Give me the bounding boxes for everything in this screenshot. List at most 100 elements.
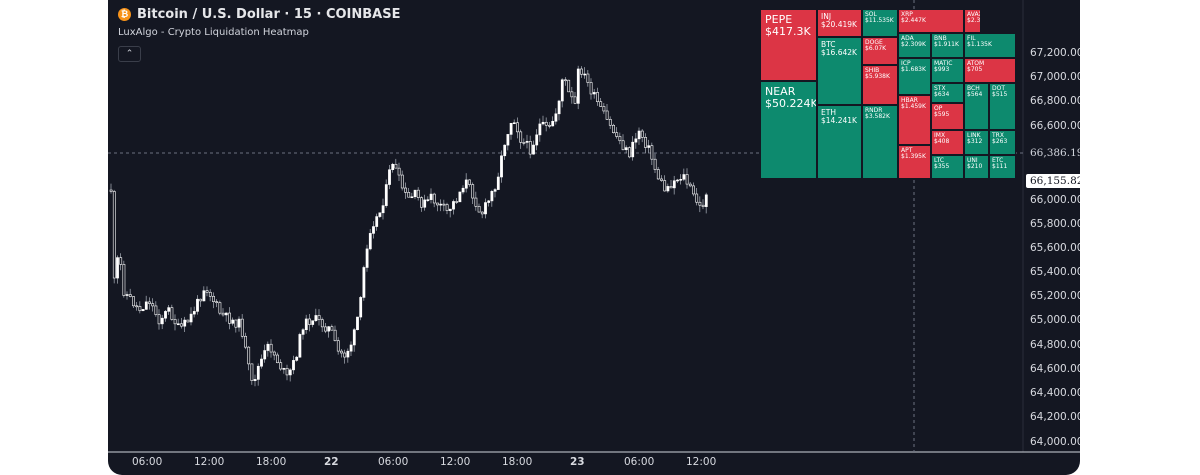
candle-body: [557, 100, 561, 115]
time-axis-label: 12:00: [194, 456, 225, 468]
candle-body: [192, 311, 196, 315]
candle-body: [240, 318, 244, 337]
candle-body: [704, 194, 708, 207]
candle-body: [324, 326, 327, 332]
candle-body: [231, 319, 235, 324]
heatmap-tile-symbol: DOGE: [865, 39, 883, 46]
crosshair-price-label: 66,386.19: [1026, 146, 1080, 160]
heatmap-tile-symbol: LTC: [934, 157, 945, 164]
price-axis-label: 66,000.00: [1030, 194, 1080, 206]
candle-body: [685, 174, 689, 185]
price-axis-label: 65,800.00: [1030, 218, 1080, 230]
heatmap-tile-stx: STX $634: [931, 83, 964, 103]
candle-body: [285, 368, 289, 376]
candle-body: [365, 248, 369, 268]
candle-body: [298, 334, 302, 358]
time-axis-label: 22: [324, 456, 339, 468]
heatmap-tile-doge: DOGE $6.07K: [862, 37, 898, 65]
heatmap-tile-symbol: LINK: [967, 132, 981, 139]
candle-body: [288, 369, 292, 376]
candle-body: [119, 257, 123, 265]
candle-body: [356, 316, 359, 331]
heatmap-tile-value: $595: [934, 111, 950, 119]
chart-frame: ₿ Bitcoin / U.S. Dollar · 15 · COINBASE …: [108, 0, 1080, 475]
candle-body: [327, 326, 331, 332]
candle-body: [554, 113, 558, 122]
heatmap-tile-symbol: APT: [901, 147, 913, 154]
heatmap-tile-symbol: XRP: [901, 11, 913, 18]
symbol-title[interactable]: ₿ Bitcoin / U.S. Dollar · 15 · COINBASE: [118, 7, 400, 22]
candle-body: [141, 309, 145, 312]
candle-body: [445, 204, 449, 211]
candle-body: [528, 141, 532, 155]
price-axis-label: 67,000.00: [1030, 71, 1080, 83]
price-axis-label: 65,600.00: [1030, 242, 1080, 254]
candle-body: [519, 131, 523, 143]
candle-body: [452, 201, 455, 210]
candle-body: [567, 79, 571, 93]
heatmap-tile-trx: TRX $263: [989, 130, 1016, 155]
candle-body: [228, 312, 231, 324]
heatmap-tile-value: $16.642K: [821, 47, 857, 57]
candle-body: [592, 92, 596, 95]
price-chart[interactable]: [108, 0, 1080, 475]
candle-body: [189, 313, 193, 323]
candle-body: [407, 192, 411, 198]
heatmap-tile-ada: ADA $2.309K: [898, 33, 931, 58]
heatmap-tile-symbol: INJ: [821, 12, 832, 21]
heatmap-tile-symbol: MATIC: [934, 60, 953, 67]
candle-body: [544, 121, 548, 126]
heatmap-tile-value: $1.395K: [901, 153, 926, 161]
candle-body: [292, 360, 295, 371]
heatmap-tile-eth: ETH $14.241K: [817, 105, 862, 179]
candle-body: [330, 326, 334, 331]
candle-body: [266, 343, 270, 351]
candle-body: [394, 163, 398, 169]
heatmap-tile-hbar: HBAR $1.459K: [898, 95, 931, 145]
heatmap-tile-value: $417.3K: [765, 24, 811, 38]
candle-body: [660, 178, 663, 181]
candle-body: [109, 189, 113, 192]
candle-body: [308, 318, 311, 325]
candle-body: [317, 315, 321, 320]
candle-body: [471, 184, 475, 199]
candle-body: [461, 187, 465, 193]
heatmap-tile-value: $408: [934, 138, 950, 146]
candle-body: [404, 187, 407, 193]
candle-body: [416, 189, 420, 198]
candle-body: [605, 110, 609, 120]
heatmap-tile-value: $3.582K: [865, 113, 890, 121]
candle-body: [535, 134, 539, 146]
candle-body: [516, 122, 519, 133]
heatmap-tile-inj: INJ $20.419K: [817, 9, 862, 37]
candle-body: [496, 176, 500, 190]
heatmap-tile-atom: ATOM $705: [964, 58, 1016, 83]
candle-body: [167, 307, 171, 312]
candle-body: [487, 200, 491, 203]
candle-body: [538, 123, 542, 136]
heatmap-tile-symbol: STX: [934, 85, 946, 92]
candle-body: [128, 294, 132, 297]
last-price-label: 66,155.82: [1026, 174, 1080, 188]
heatmap-tile-symbol: SHIB: [865, 67, 880, 74]
candle-body: [336, 340, 340, 352]
heatmap-tile-symbol: NEAR: [765, 85, 796, 98]
candle-body: [439, 203, 443, 206]
collapse-indicators-button[interactable]: ⌃: [118, 46, 141, 62]
candle-body: [506, 134, 510, 146]
candle-body: [586, 73, 590, 83]
candle-body: [301, 329, 305, 335]
candle-body: [512, 122, 516, 125]
candle-body: [551, 120, 555, 127]
candle-body: [224, 312, 228, 316]
heatmap-tile-symbol: ATOM: [967, 60, 985, 67]
candle-body: [391, 163, 395, 171]
indicator-title[interactable]: LuxAlgo - Crypto Liquidation Heatmap: [118, 27, 309, 38]
heatmap-tile-symbol: ETC: [992, 157, 1004, 164]
heatmap-tile-value: $705: [967, 66, 983, 74]
candle-body: [564, 79, 567, 82]
candle-body: [676, 179, 679, 182]
candle-body: [237, 318, 241, 328]
time-axis-label: 18:00: [502, 456, 533, 468]
heatmap-tile-value: $6.07K: [865, 45, 887, 53]
